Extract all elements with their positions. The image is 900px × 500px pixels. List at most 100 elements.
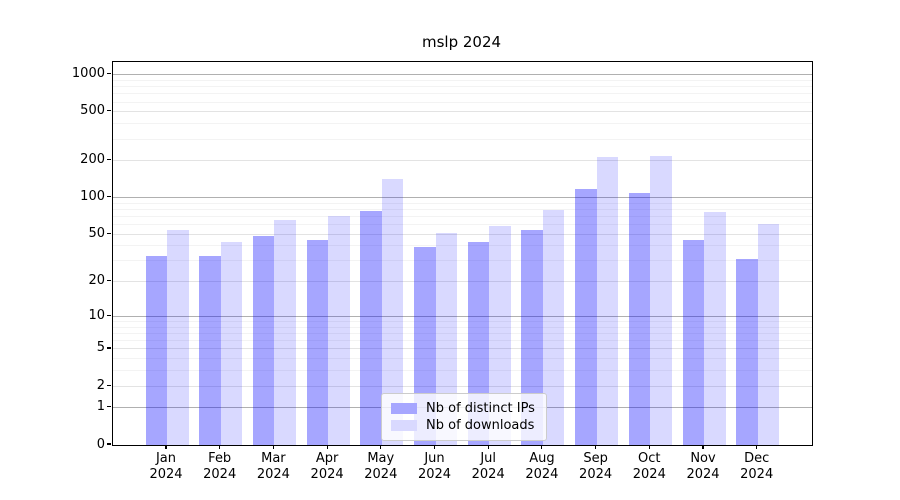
bar-downloads — [489, 225, 511, 445]
x-tick-mark — [272, 445, 274, 449]
x-tick-label: Apr 2024 — [310, 451, 344, 482]
x-tick-label: Jan 2024 — [149, 451, 183, 482]
grid-line — [113, 86, 812, 88]
grid-line — [113, 208, 812, 210]
grid-line — [113, 315, 812, 317]
x-tick-mark — [487, 445, 489, 449]
bar-downloads — [381, 179, 404, 445]
grid-line — [113, 333, 812, 335]
x-tick-label: Jun 2024 — [417, 451, 452, 482]
bar-downloads — [542, 210, 565, 445]
x-tick-label: Aug 2024 — [525, 451, 559, 482]
x-tick-mark — [702, 445, 704, 449]
y-tick-mark — [107, 406, 111, 408]
grid-line — [113, 123, 812, 125]
y-tick-mark — [107, 73, 111, 75]
grid-line — [113, 326, 812, 328]
y-tick-label: 100 — [80, 189, 105, 205]
grid-line — [113, 245, 812, 247]
bar-downloads — [328, 215, 350, 445]
grid-line — [113, 79, 812, 81]
plot-area: Nb of distinct IPs Nb of downloads — [112, 61, 813, 446]
x-tick-mark — [219, 445, 221, 449]
grid-line — [113, 216, 812, 218]
grid-line — [113, 202, 812, 204]
x-tick-label: Oct 2024 — [632, 451, 666, 482]
grid-line — [113, 358, 812, 360]
bar-downloads — [704, 211, 726, 445]
grid-line — [113, 111, 812, 113]
y-tick-mark — [107, 280, 111, 282]
bar-downloads — [274, 219, 296, 445]
x-tick-label: Jul 2024 — [471, 451, 505, 482]
chart-title: mslp 2024 — [421, 33, 502, 51]
legend: Nb of distinct IPs Nb of downloads — [381, 393, 547, 441]
x-tick-mark — [326, 445, 328, 449]
x-tick-label: Mar 2024 — [256, 451, 290, 482]
bar-downloads — [220, 242, 243, 445]
y-tick-label: 5 — [96, 340, 105, 356]
y-tick-label: 20 — [88, 273, 105, 289]
bar-downloads — [757, 223, 780, 445]
x-tick-mark — [380, 445, 382, 449]
grid-line — [113, 260, 812, 262]
x-tick-mark — [541, 445, 543, 449]
bar-distinct-ips — [736, 259, 758, 445]
y-tick-mark — [107, 384, 111, 386]
x-tick-mark — [756, 445, 758, 449]
y-tick-label: 200 — [80, 152, 105, 168]
bar-distinct-ips — [360, 210, 382, 445]
y-tick-label: 1000 — [71, 66, 105, 82]
bar-distinct-ips — [252, 236, 275, 445]
legend-swatch-ips-icon — [391, 403, 417, 414]
x-tick-label: Sep 2024 — [579, 451, 613, 482]
grid-line — [113, 160, 812, 162]
grid-line — [113, 370, 812, 372]
y-tick-label: 0 — [96, 436, 105, 452]
grid-line — [113, 74, 812, 76]
bar-downloads — [596, 157, 619, 445]
bar-distinct-ips — [306, 239, 329, 445]
bar-distinct-ips — [145, 256, 167, 445]
y-tick-label: 2 — [96, 377, 105, 393]
x-tick-mark — [648, 445, 650, 449]
x-tick-label: Nov 2024 — [686, 451, 720, 482]
x-tick-mark — [433, 445, 436, 449]
grid-line — [113, 340, 812, 342]
x-tick-mark — [165, 445, 167, 449]
grid-line — [113, 281, 812, 283]
y-tick-label: 50 — [88, 225, 105, 241]
x-tick-label: May 2024 — [364, 451, 398, 482]
bar-downloads — [167, 230, 189, 445]
grid-line — [113, 224, 812, 226]
bar-distinct-ips — [628, 192, 651, 445]
legend-label-downloads: Nb of downloads — [426, 418, 535, 433]
grid-line — [113, 197, 812, 199]
x-tick-mark — [595, 445, 597, 449]
legend-label-ips: Nb of distinct IPs — [426, 401, 535, 416]
grid-line — [113, 138, 812, 140]
y-tick-mark — [107, 110, 111, 112]
y-tick-label: 500 — [80, 103, 105, 119]
bar-distinct-ips — [575, 189, 597, 445]
y-tick-label: 10 — [88, 307, 105, 323]
grid-line — [113, 233, 812, 235]
bar-downloads — [435, 233, 457, 445]
y-tick-mark — [107, 159, 111, 161]
grid-line — [113, 385, 812, 387]
grid-line — [113, 348, 812, 350]
grid-line — [113, 93, 812, 95]
y-tick-mark — [107, 196, 111, 198]
grid-line — [113, 101, 812, 103]
y-tick-mark — [107, 347, 111, 349]
x-tick-label: Feb 2024 — [203, 451, 237, 482]
bar-distinct-ips — [682, 239, 704, 445]
x-tick-label: Dec 2024 — [740, 451, 774, 482]
grid-line — [113, 321, 812, 323]
y-tick-mark — [107, 443, 111, 445]
bar-downloads — [650, 155, 672, 445]
y-tick-mark — [107, 232, 111, 234]
legend-item-ips: Nb of distinct IPs — [391, 400, 537, 417]
y-tick-label: 1 — [96, 399, 105, 415]
